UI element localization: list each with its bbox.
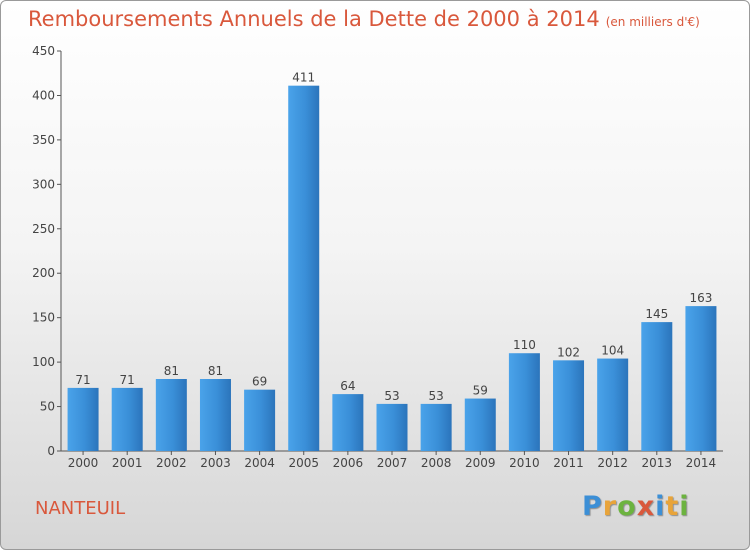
bar-2014 xyxy=(685,306,717,451)
logo-letter: x xyxy=(636,491,656,522)
x-tick-label: 2008 xyxy=(421,456,452,470)
x-tick-label: 2001 xyxy=(112,456,143,470)
logo-letter: i xyxy=(655,491,666,522)
chart-title: Remboursements Annuels de la Dette de 20… xyxy=(28,7,700,31)
logo-letter: t xyxy=(665,491,680,522)
bar-2011 xyxy=(553,360,585,451)
y-tick-label: 350 xyxy=(32,133,55,147)
bar-value-label: 69 xyxy=(252,375,267,389)
y-tick-label: 0 xyxy=(47,444,55,458)
bar-value-label: 71 xyxy=(75,373,90,387)
x-tick-label: 2004 xyxy=(244,456,275,470)
bar-value-label: 102 xyxy=(557,345,580,359)
logo-letter: i xyxy=(679,491,690,522)
x-tick-label: 2007 xyxy=(377,456,408,470)
bar-value-label: 81 xyxy=(164,364,179,378)
x-tick-label: 2000 xyxy=(68,456,99,470)
y-tick-label: 400 xyxy=(32,88,55,102)
bar-2003 xyxy=(199,379,231,451)
bar-2006 xyxy=(332,394,364,451)
bar-value-label: 53 xyxy=(428,389,443,403)
y-tick-label: 300 xyxy=(32,177,55,191)
y-tick-label: 250 xyxy=(32,222,55,236)
bar-2005 xyxy=(288,85,320,452)
bar-2000 xyxy=(67,387,99,451)
y-tick-label: 50 xyxy=(40,400,55,414)
x-tick-label: 2005 xyxy=(288,456,319,470)
bar-2010 xyxy=(508,353,540,451)
bar-value-label: 163 xyxy=(689,291,712,305)
proxiti-logo[interactable]: Proxiti xyxy=(582,491,690,522)
bar-2004 xyxy=(244,389,276,451)
bar-value-label: 71 xyxy=(120,373,135,387)
bar-2007 xyxy=(376,403,408,451)
x-tick-label: 2011 xyxy=(553,456,584,470)
bar-2009 xyxy=(464,398,496,451)
bar-2008 xyxy=(420,403,452,451)
x-tick-label: 2002 xyxy=(156,456,187,470)
bar-value-label: 104 xyxy=(601,344,624,358)
logo-letter: o xyxy=(617,491,637,522)
bar-2001 xyxy=(111,387,143,451)
bar-value-label: 64 xyxy=(340,379,355,393)
bar-value-label: 53 xyxy=(384,389,399,403)
bar-value-label: 145 xyxy=(645,307,668,321)
logo-letter: r xyxy=(602,491,618,522)
y-tick-label: 450 xyxy=(32,44,55,58)
chart-title-text: Remboursements Annuels de la Dette de 20… xyxy=(28,7,600,31)
chart-subtitle: (en milliers d'€) xyxy=(605,15,700,29)
y-tick-label: 200 xyxy=(32,266,55,280)
bar-2013 xyxy=(641,322,673,451)
bar-2002 xyxy=(155,379,187,451)
logo-letter: P xyxy=(582,491,603,522)
y-tick-label: 150 xyxy=(32,311,55,325)
city-name: NANTEUIL xyxy=(35,498,126,519)
bar-value-label: 411 xyxy=(292,71,315,85)
x-tick-label: 2012 xyxy=(597,456,628,470)
y-tick-label: 100 xyxy=(32,355,55,369)
x-tick-label: 2014 xyxy=(686,456,717,470)
bar-2012 xyxy=(597,358,629,451)
x-tick-label: 2003 xyxy=(200,456,231,470)
x-tick-label: 2013 xyxy=(642,456,673,470)
x-tick-label: 2006 xyxy=(333,456,364,470)
x-tick-label: 2010 xyxy=(509,456,540,470)
bar-value-label: 59 xyxy=(473,384,488,398)
x-tick-label: 2009 xyxy=(465,456,496,470)
bar-value-label: 110 xyxy=(513,338,536,352)
bar-value-label: 81 xyxy=(208,364,223,378)
